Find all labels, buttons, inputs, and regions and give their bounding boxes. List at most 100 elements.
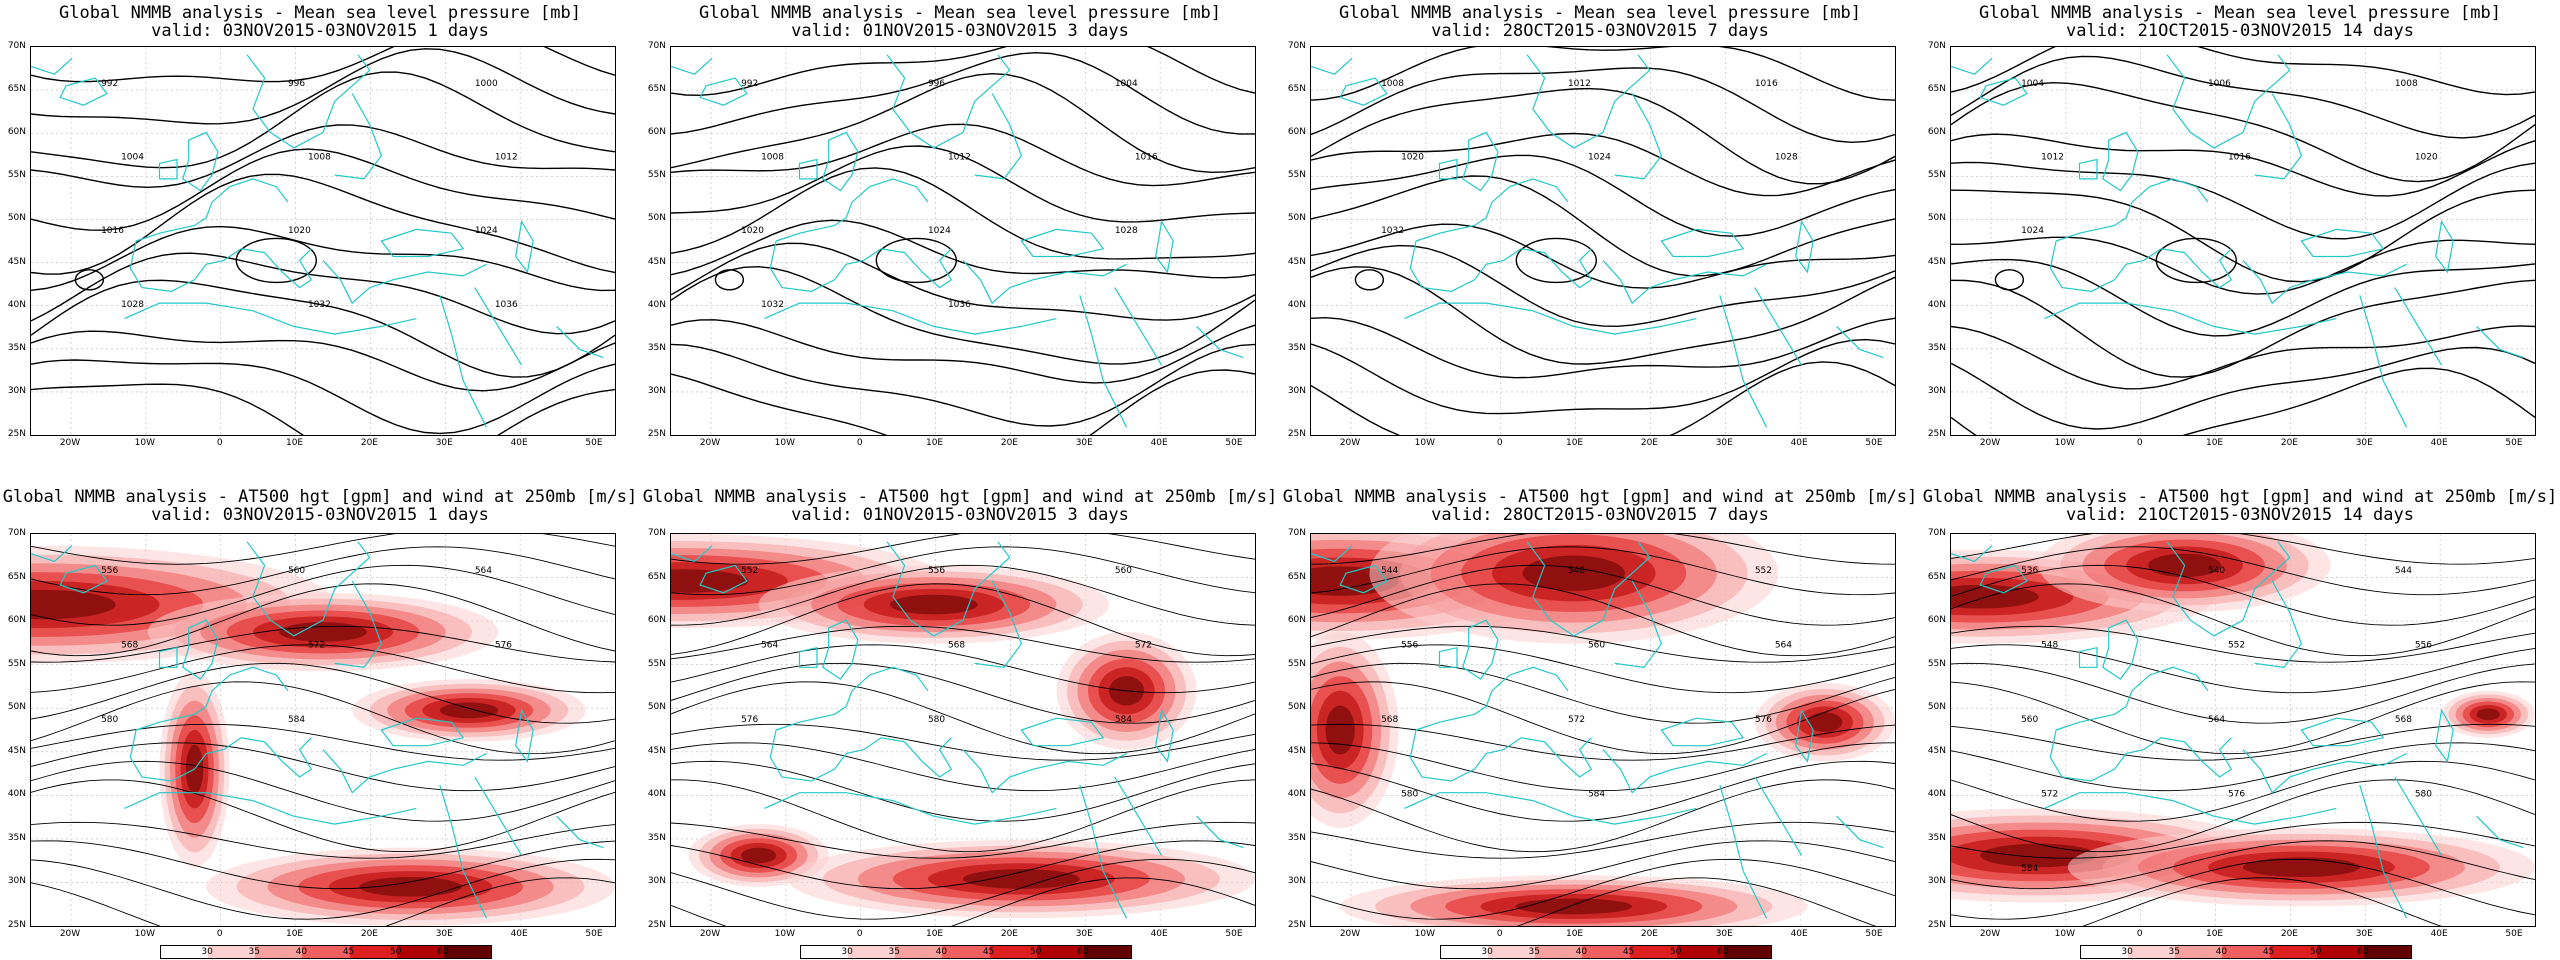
contour-label: 576	[1755, 715, 1772, 725]
lon-label: 30E	[2355, 929, 2373, 939]
contour-label: 1036	[495, 300, 518, 310]
lat-label: 40N	[7, 789, 26, 800]
contour-label: 556	[2415, 641, 2432, 651]
lat-label: 70N	[1287, 528, 1306, 538]
lat-label: 40N	[7, 299, 26, 310]
map-plot-area: 556 560 564 568 572 576 580 584	[30, 533, 616, 927]
lat-label: 55N	[1287, 658, 1306, 669]
colorbar-tick-label: 45	[1622, 947, 1635, 957]
contour-label: 1024	[1588, 153, 1611, 163]
contour-label: 560	[2021, 715, 2038, 725]
lat-label: 60N	[1287, 615, 1306, 626]
hgt-panel-1day: Global NMMB analysis - AT500 hgt [gpm] a…	[0, 480, 640, 960]
lat-label: 50N	[7, 702, 26, 713]
colorbar-segment	[801, 946, 849, 958]
contour-label: 1004	[121, 153, 144, 163]
lat-label: 70N	[1927, 528, 1946, 538]
lat-label: 50N	[1287, 213, 1306, 224]
isobars	[1311, 47, 1895, 435]
panel-title: Global NMMB analysis - AT500 hgt [gpm] a…	[1282, 487, 1918, 507]
lat-label: 35N	[1287, 832, 1306, 843]
contour-label: 564	[475, 566, 492, 576]
lat-label: 25N	[647, 429, 666, 439]
contour-label: 1032	[1381, 226, 1404, 236]
contour-label: 1006	[2208, 79, 2231, 89]
contour-label: 568	[948, 641, 965, 651]
contour-label: 996	[928, 79, 945, 89]
contour-label: 1008	[2395, 79, 2418, 89]
lat-label: 30N	[647, 385, 666, 396]
isobars	[671, 47, 1255, 435]
lon-label: 40E	[2430, 438, 2448, 448]
colorbar-segment	[1083, 946, 1131, 958]
panel-valid: valid: 01NOV2015-03NOV2015 3 days	[791, 21, 1129, 41]
contour-label: 568	[121, 641, 138, 651]
contour-label: 556	[1401, 641, 1418, 651]
contour-label: 1020	[1401, 153, 1424, 163]
lon-label: 50E	[2505, 929, 2523, 939]
lon-label: 10W	[1414, 438, 1436, 448]
contour-label: 1008	[1381, 79, 1404, 89]
lat-label: 30N	[1287, 385, 1306, 396]
lon-label: 30E	[435, 929, 453, 939]
lat-label: 45N	[647, 256, 666, 267]
contour-label: 1008	[308, 153, 331, 163]
contour-labels: 992 996 1000 1004 1008 1012 1016 1020 1024 1028 10…	[101, 79, 518, 310]
contour-label: 564	[1775, 641, 1792, 651]
colorbar-tick-label: 40	[2215, 947, 2228, 957]
coastlines	[1951, 541, 2524, 919]
lat-label: 45N	[647, 745, 666, 756]
lon-label: 30E	[435, 438, 453, 448]
colorbar-segment	[443, 946, 491, 958]
map-plot-area: 536 540 544 548 552 556 560 564 568 572 576 580 584	[1950, 533, 2536, 927]
contour-label: 584	[288, 715, 305, 725]
colorbar-segment	[2128, 946, 2176, 958]
contour-label: 576	[2228, 790, 2245, 800]
colorbar-segment	[302, 946, 350, 958]
lat-label: 45N	[7, 256, 26, 267]
lon-label: 20E	[360, 438, 378, 448]
contour-label: 584	[1115, 715, 1132, 725]
contour-label: 564	[2208, 715, 2225, 725]
lon-label: 20E	[1000, 438, 1018, 448]
lon-label: 20W	[1339, 438, 1361, 448]
graticule	[1311, 47, 1895, 435]
lat-label: 45N	[1927, 745, 1946, 756]
contour-label: 556	[101, 566, 118, 576]
coastlines	[31, 54, 604, 428]
lat-label: 50N	[7, 213, 26, 224]
contour-label: 568	[1381, 715, 1398, 725]
colorbar-tick-label: 45	[342, 947, 355, 957]
lat-label: 65N	[647, 84, 666, 95]
lon-label: 50E	[585, 929, 603, 939]
panel-valid: valid: 01NOV2015-03NOV2015 3 days	[791, 505, 1129, 525]
coastlines	[1951, 54, 2524, 428]
contour-label: 548	[1568, 566, 1585, 576]
lat-label: 30N	[1287, 876, 1306, 887]
lat-label: 70N	[7, 528, 26, 538]
contour-label: 1012	[948, 153, 971, 163]
contour-label: 572	[2041, 790, 2058, 800]
colorbar-segment	[208, 946, 256, 958]
colorbar-segment	[2175, 946, 2223, 958]
contour-label: 1012	[2041, 153, 2064, 163]
lon-label: 50E	[1225, 929, 1243, 939]
lat-label: 35N	[1927, 342, 1946, 353]
contour-label: 1000	[475, 79, 498, 89]
lon-label: 0	[216, 929, 223, 939]
map-plot-area: 1008 1012 1016 1020 1024 1028 1032	[1310, 46, 1896, 436]
lon-label: 20W	[1339, 929, 1361, 939]
lat-label: 50N	[647, 702, 666, 713]
lat-label: 65N	[647, 571, 666, 582]
panel-title: Global NMMB analysis - Mean sea level pr…	[59, 3, 581, 23]
lat-label: 55N	[1927, 658, 1946, 669]
lon-label: 0	[856, 929, 863, 939]
colorbar-segment	[2269, 946, 2317, 958]
lat-label: 25N	[1927, 920, 1946, 930]
lon-label: 10E	[2205, 438, 2224, 448]
map-plot-area: 992 996 1000 1004 1008 1012 1016 1020 1024 1028 10…	[30, 46, 616, 436]
coastlines	[671, 54, 1244, 428]
lon-label: 40E	[1150, 438, 1168, 448]
contour-label: 1016	[2228, 153, 2251, 163]
colorbar-tick-label: 40	[935, 947, 948, 957]
